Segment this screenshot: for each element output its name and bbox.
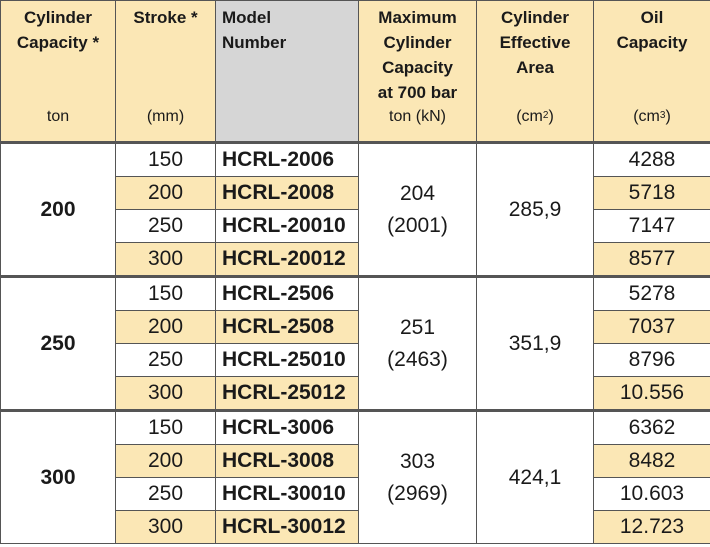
oil-cell: 8482 [593,444,710,478]
header-area-title-1: Cylinder [500,8,570,27]
header-max-capacity: Maximum Cylinder Capacity at 700 bar ton… [358,0,477,143]
model-cell: HCRL-20010 [215,209,359,243]
header-model-title-2: Number [222,33,287,52]
header-oil-unit-text: (cm [633,108,660,125]
table-row: 300 150 HCRL-3006 303 (2969) 424,1 6362 [0,409,710,544]
table-row: 200 150 HCRL-2006 204 (2001) 285,9 4288 [0,141,710,277]
oil-cell: 6362 [593,409,710,445]
header-stroke-title: Stroke * [133,8,198,27]
stroke-cell: 250 [115,209,216,243]
table-row: 250 HCRL-30010 10.603 [1,477,710,511]
oil-cell: 8577 [593,242,710,277]
max-kn: (2463) [387,347,448,371]
header-stroke: Stroke * (mm) [115,0,216,143]
header-area-unit: (cm2) [478,107,593,127]
model-cell: HCRL-2506 [215,275,359,311]
header-oil-unit-sup: 3 [659,110,666,121]
capacity-cell: 250 [0,275,116,411]
header-max-unit: ton (kN) [389,108,446,125]
max-ton: 303 [399,449,436,473]
header-row: Cylinder Capacity * ton Stroke * (mm) Mo… [0,0,710,143]
stroke-cell: 150 [115,409,216,445]
header-area-title-2: Effective [499,33,571,52]
stroke-cell: 150 [115,275,216,311]
model-cell: HCRL-2008 [215,176,359,210]
max-ton: 251 [399,315,436,339]
oil-cell: 10.556 [593,376,710,411]
oil-cell: 5718 [593,176,710,210]
stroke-cell: 300 [115,376,216,411]
max-capacity-cell: 251 (2463) [358,275,477,411]
model-cell: HCRL-3006 [215,409,359,445]
oil-cell: 12.723 [593,510,710,544]
max-capacity-cell: 303 (2969) [358,409,477,544]
table-row: 250 HCRL-20010 7147 [1,209,710,243]
stroke-cell: 200 [115,176,216,210]
stroke-cell: 150 [115,141,216,177]
model-cell: HCRL-20012 [215,242,359,277]
header-capacity-title-1: Cylinder [23,8,93,27]
stroke-cell: 300 [115,510,216,544]
table-row: 300 HCRL-20012 8577 [1,242,710,277]
table-row: 200 HCRL-2008 5718 [1,176,710,210]
header-capacity-unit: ton [46,108,70,125]
header-capacity: Cylinder Capacity * ton [0,0,116,143]
stroke-cell: 300 [115,242,216,277]
oil-cell: 8796 [593,343,710,377]
model-cell: HCRL-30010 [215,477,359,511]
oil-cell: 10.603 [593,477,710,511]
stroke-cell: 250 [115,477,216,511]
header-model-title-1: Model [222,8,272,27]
header-max-title-3: Capacity [382,58,453,77]
max-kn: (2001) [387,213,448,237]
header-oil: Oil Capacity (cm3) [593,0,710,143]
stroke-cell: 200 [115,310,216,344]
table-row: 200 HCRL-3008 8482 [1,444,710,478]
table-row: 300 HCRL-30012 12.723 [1,510,710,544]
stroke-cell: 200 [115,444,216,478]
header-max-title-4: at 700 bar [377,83,458,102]
area-cell: 285,9 [476,141,594,277]
header-model: Model Number [215,0,359,143]
header-oil-title-1: Oil [640,8,664,27]
max-kn: (2969) [387,481,448,505]
header-oil-unit-close: ) [665,108,671,125]
header-area-unit-close: ) [548,108,554,125]
capacity-cell: 300 [0,409,116,544]
area-cell: 351,9 [476,275,594,411]
model-cell: HCRL-25012 [215,376,359,411]
model-cell: HCRL-2508 [215,310,359,344]
table-row: 250 150 HCRL-2506 251 (2463) 351,9 5278 [0,275,710,411]
header-area-unit-sup: 2 [542,110,549,121]
model-cell: HCRL-3008 [215,444,359,478]
header-area-unit-text: (cm [516,108,543,125]
table-row: 200 HCRL-2508 7037 [1,310,710,344]
oil-cell: 7147 [593,209,710,243]
stroke-cell: 250 [115,343,216,377]
table-row: 250 HCRL-25010 8796 [1,343,710,377]
model-cell: HCRL-30012 [215,510,359,544]
header-max-title-2: Cylinder [383,33,452,52]
header-oil-unit: (cm3) [595,107,710,127]
area-cell: 424,1 [476,409,594,544]
header-oil-title-2: Capacity [616,33,688,52]
header-area-title-3: Area [516,58,554,77]
oil-cell: 5278 [593,275,710,311]
header-capacity-title-2: Capacity * [16,33,100,52]
model-cell: HCRL-25010 [215,343,359,377]
header-area: Cylinder Effective Area (cm2) [476,0,594,143]
max-ton: 204 [399,181,436,205]
max-capacity-cell: 204 (2001) [358,141,477,277]
capacity-cell: 200 [0,141,116,277]
header-max-title-1: Maximum [378,8,457,27]
oil-cell: 7037 [593,310,710,344]
model-cell: HCRL-2006 [215,141,359,177]
header-stroke-unit: (mm) [146,108,185,125]
oil-cell: 4288 [593,141,710,177]
